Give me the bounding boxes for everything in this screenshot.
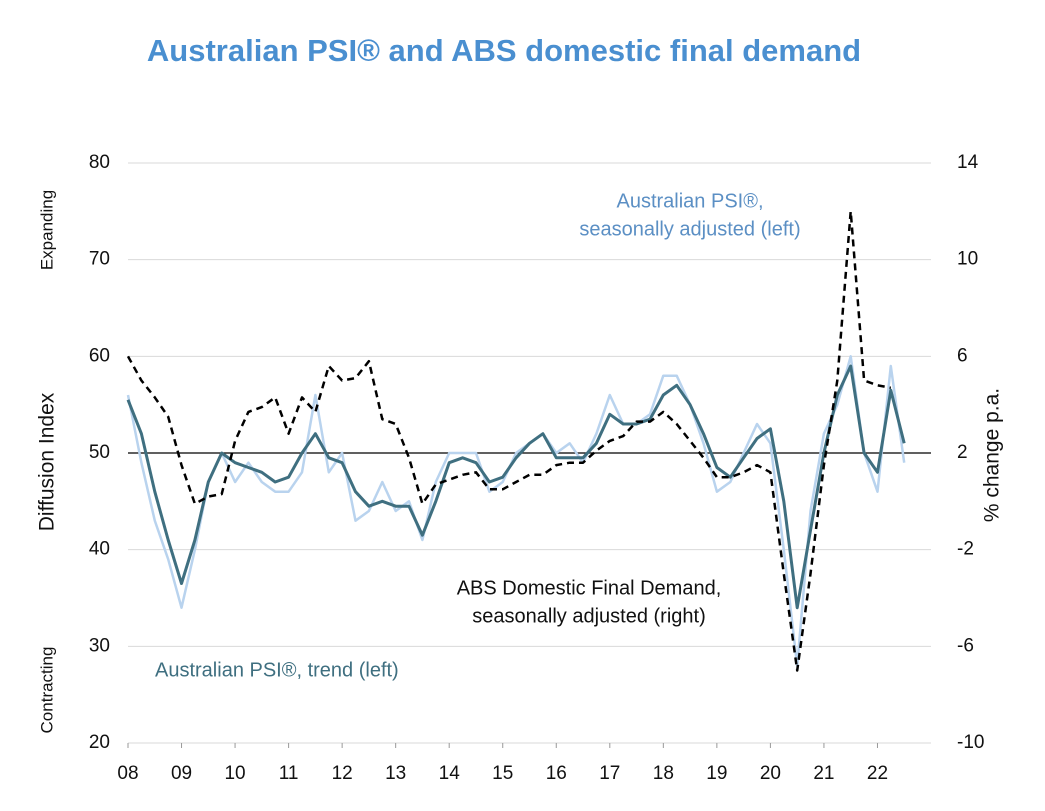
y-tick-label: 30 <box>89 635 110 656</box>
y-tick-label: 50 <box>89 442 110 463</box>
y-tick-label: 70 <box>89 249 110 270</box>
series-line <box>126 355 906 667</box>
y2-tick-label: 14 <box>957 152 979 173</box>
x-tick-label: 09 <box>171 763 192 784</box>
annotation: Australian PSI®, <box>616 190 763 212</box>
y-axis-bottom-label: Contracting <box>37 647 56 734</box>
annotation: Australian PSI®, trend (left) <box>155 659 399 681</box>
x-tick-label: 16 <box>546 763 567 784</box>
x-tick-label: 08 <box>117 763 138 784</box>
x-tick-label: 22 <box>867 763 888 784</box>
y2-tick-label: -2 <box>957 539 974 560</box>
y-tick-label: 60 <box>89 345 110 366</box>
x-tick-label: 10 <box>224 763 245 784</box>
chart-title: Australian PSI® and ABS domestic final d… <box>147 33 861 68</box>
x-tick-label: 20 <box>760 763 781 784</box>
x-tick-label: 18 <box>653 763 674 784</box>
y2-tick-label: -6 <box>957 635 974 656</box>
y2-tick-label: 6 <box>957 345 968 366</box>
x-tick-label: 12 <box>332 763 353 784</box>
x-tick-label: 13 <box>385 763 406 784</box>
y2-tick-label: -10 <box>957 732 984 753</box>
y-tick-label: 40 <box>89 539 110 560</box>
y-tick-label: 20 <box>89 732 110 753</box>
y2-tick-label: 2 <box>957 442 968 463</box>
x-tick-label: 15 <box>492 763 513 784</box>
annotation: seasonally adjusted (right) <box>472 605 705 627</box>
x-tick-label: 17 <box>599 763 620 784</box>
y2-axis-title: % change p.a. <box>981 388 1004 522</box>
y-axis-title: Diffusion Index <box>36 392 59 531</box>
y-tick-label: 80 <box>89 152 110 173</box>
series-line <box>126 364 906 610</box>
y-axis-top-label: Expanding <box>37 190 56 270</box>
annotation: ABS Domestic Final Demand, <box>457 577 722 599</box>
x-tick-label: 14 <box>439 763 461 784</box>
x-tick-label: 11 <box>279 763 299 784</box>
x-tick-label: 21 <box>813 763 834 784</box>
x-tick-label: 19 <box>706 763 727 784</box>
annotation: seasonally adjusted (left) <box>579 218 800 240</box>
series-line <box>126 210 892 672</box>
y2-tick-label: 10 <box>957 249 978 270</box>
